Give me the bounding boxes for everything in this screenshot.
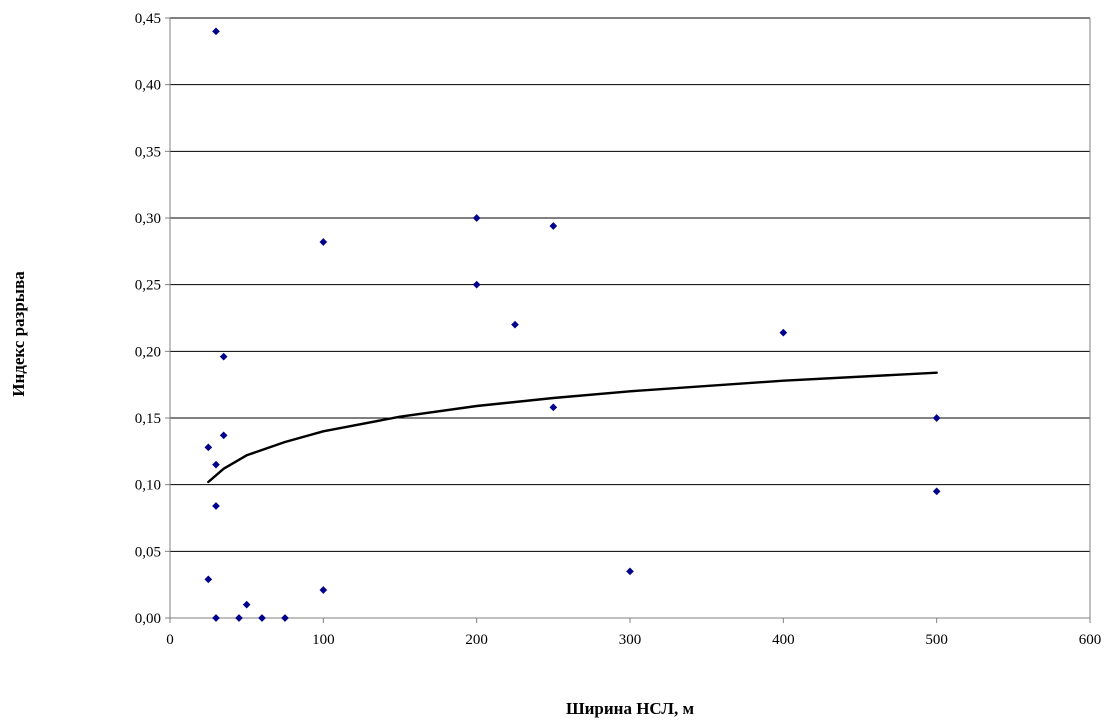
y-tick-label-2: 0,10 — [135, 478, 161, 494]
x-tick-label-4: 400 — [772, 632, 795, 648]
x-tick-label-6: 600 — [1079, 632, 1102, 648]
data-point-2 — [472, 214, 481, 222]
data-point-12 — [212, 460, 220, 469]
gridlines — [170, 17, 1090, 552]
y-tick-label-1: 0,05 — [135, 544, 161, 560]
y-tick-label-8: 0,40 — [135, 78, 161, 94]
trendline — [207, 371, 938, 484]
trendline-group — [207, 371, 938, 484]
y-tick-label-5: 0,25 — [135, 278, 161, 294]
data-point-22 — [281, 614, 289, 622]
data-point-14 — [212, 502, 220, 510]
data-point-1 — [319, 238, 328, 246]
data-point-7 — [219, 352, 228, 361]
data-point-5 — [511, 320, 519, 329]
x-tick-label-3: 300 — [619, 632, 642, 648]
y-tick-label-9: 0,45 — [135, 11, 161, 27]
data-point-21 — [258, 614, 266, 622]
data-point-17 — [319, 586, 328, 594]
data-point-15 — [626, 567, 634, 576]
data-point-11 — [204, 443, 213, 452]
data-point-18 — [242, 600, 251, 609]
data-point-8 — [549, 403, 558, 412]
y-tick-label-4: 0,20 — [135, 344, 161, 360]
y-axis-title: Индекс разрыва — [9, 271, 28, 397]
data-point-16 — [204, 575, 213, 584]
data-point-10 — [219, 431, 228, 440]
data-point-3 — [549, 222, 558, 230]
data-point-6 — [779, 328, 788, 337]
y-tick-label-0: 0,00 — [135, 611, 161, 627]
x-tick-label-1: 100 — [312, 632, 335, 648]
data-point-4 — [472, 280, 481, 289]
data-point-0 — [212, 27, 220, 36]
y-tick-label-3: 0,15 — [135, 411, 161, 427]
x-tick-label-5: 500 — [925, 632, 948, 648]
y-tick-label-7: 0,35 — [135, 144, 161, 160]
data-points — [204, 27, 941, 622]
y-tick-label-6: 0,30 — [135, 211, 161, 227]
data-point-20 — [235, 614, 243, 622]
x-axis-title: Ширина НСЛ, м — [566, 699, 695, 718]
x-tick-label-2: 200 — [465, 632, 488, 648]
data-point-19 — [212, 614, 220, 622]
data-point-13 — [932, 487, 941, 496]
x-tick-label-0: 0 — [166, 632, 174, 648]
data-point-9 — [932, 414, 941, 422]
axes — [165, 17, 1091, 623]
tick-labels: 0,00 0,05 0,10 0,15 0,20 0,25 0,30 0,35 0,40 0,45… — [135, 11, 1102, 648]
